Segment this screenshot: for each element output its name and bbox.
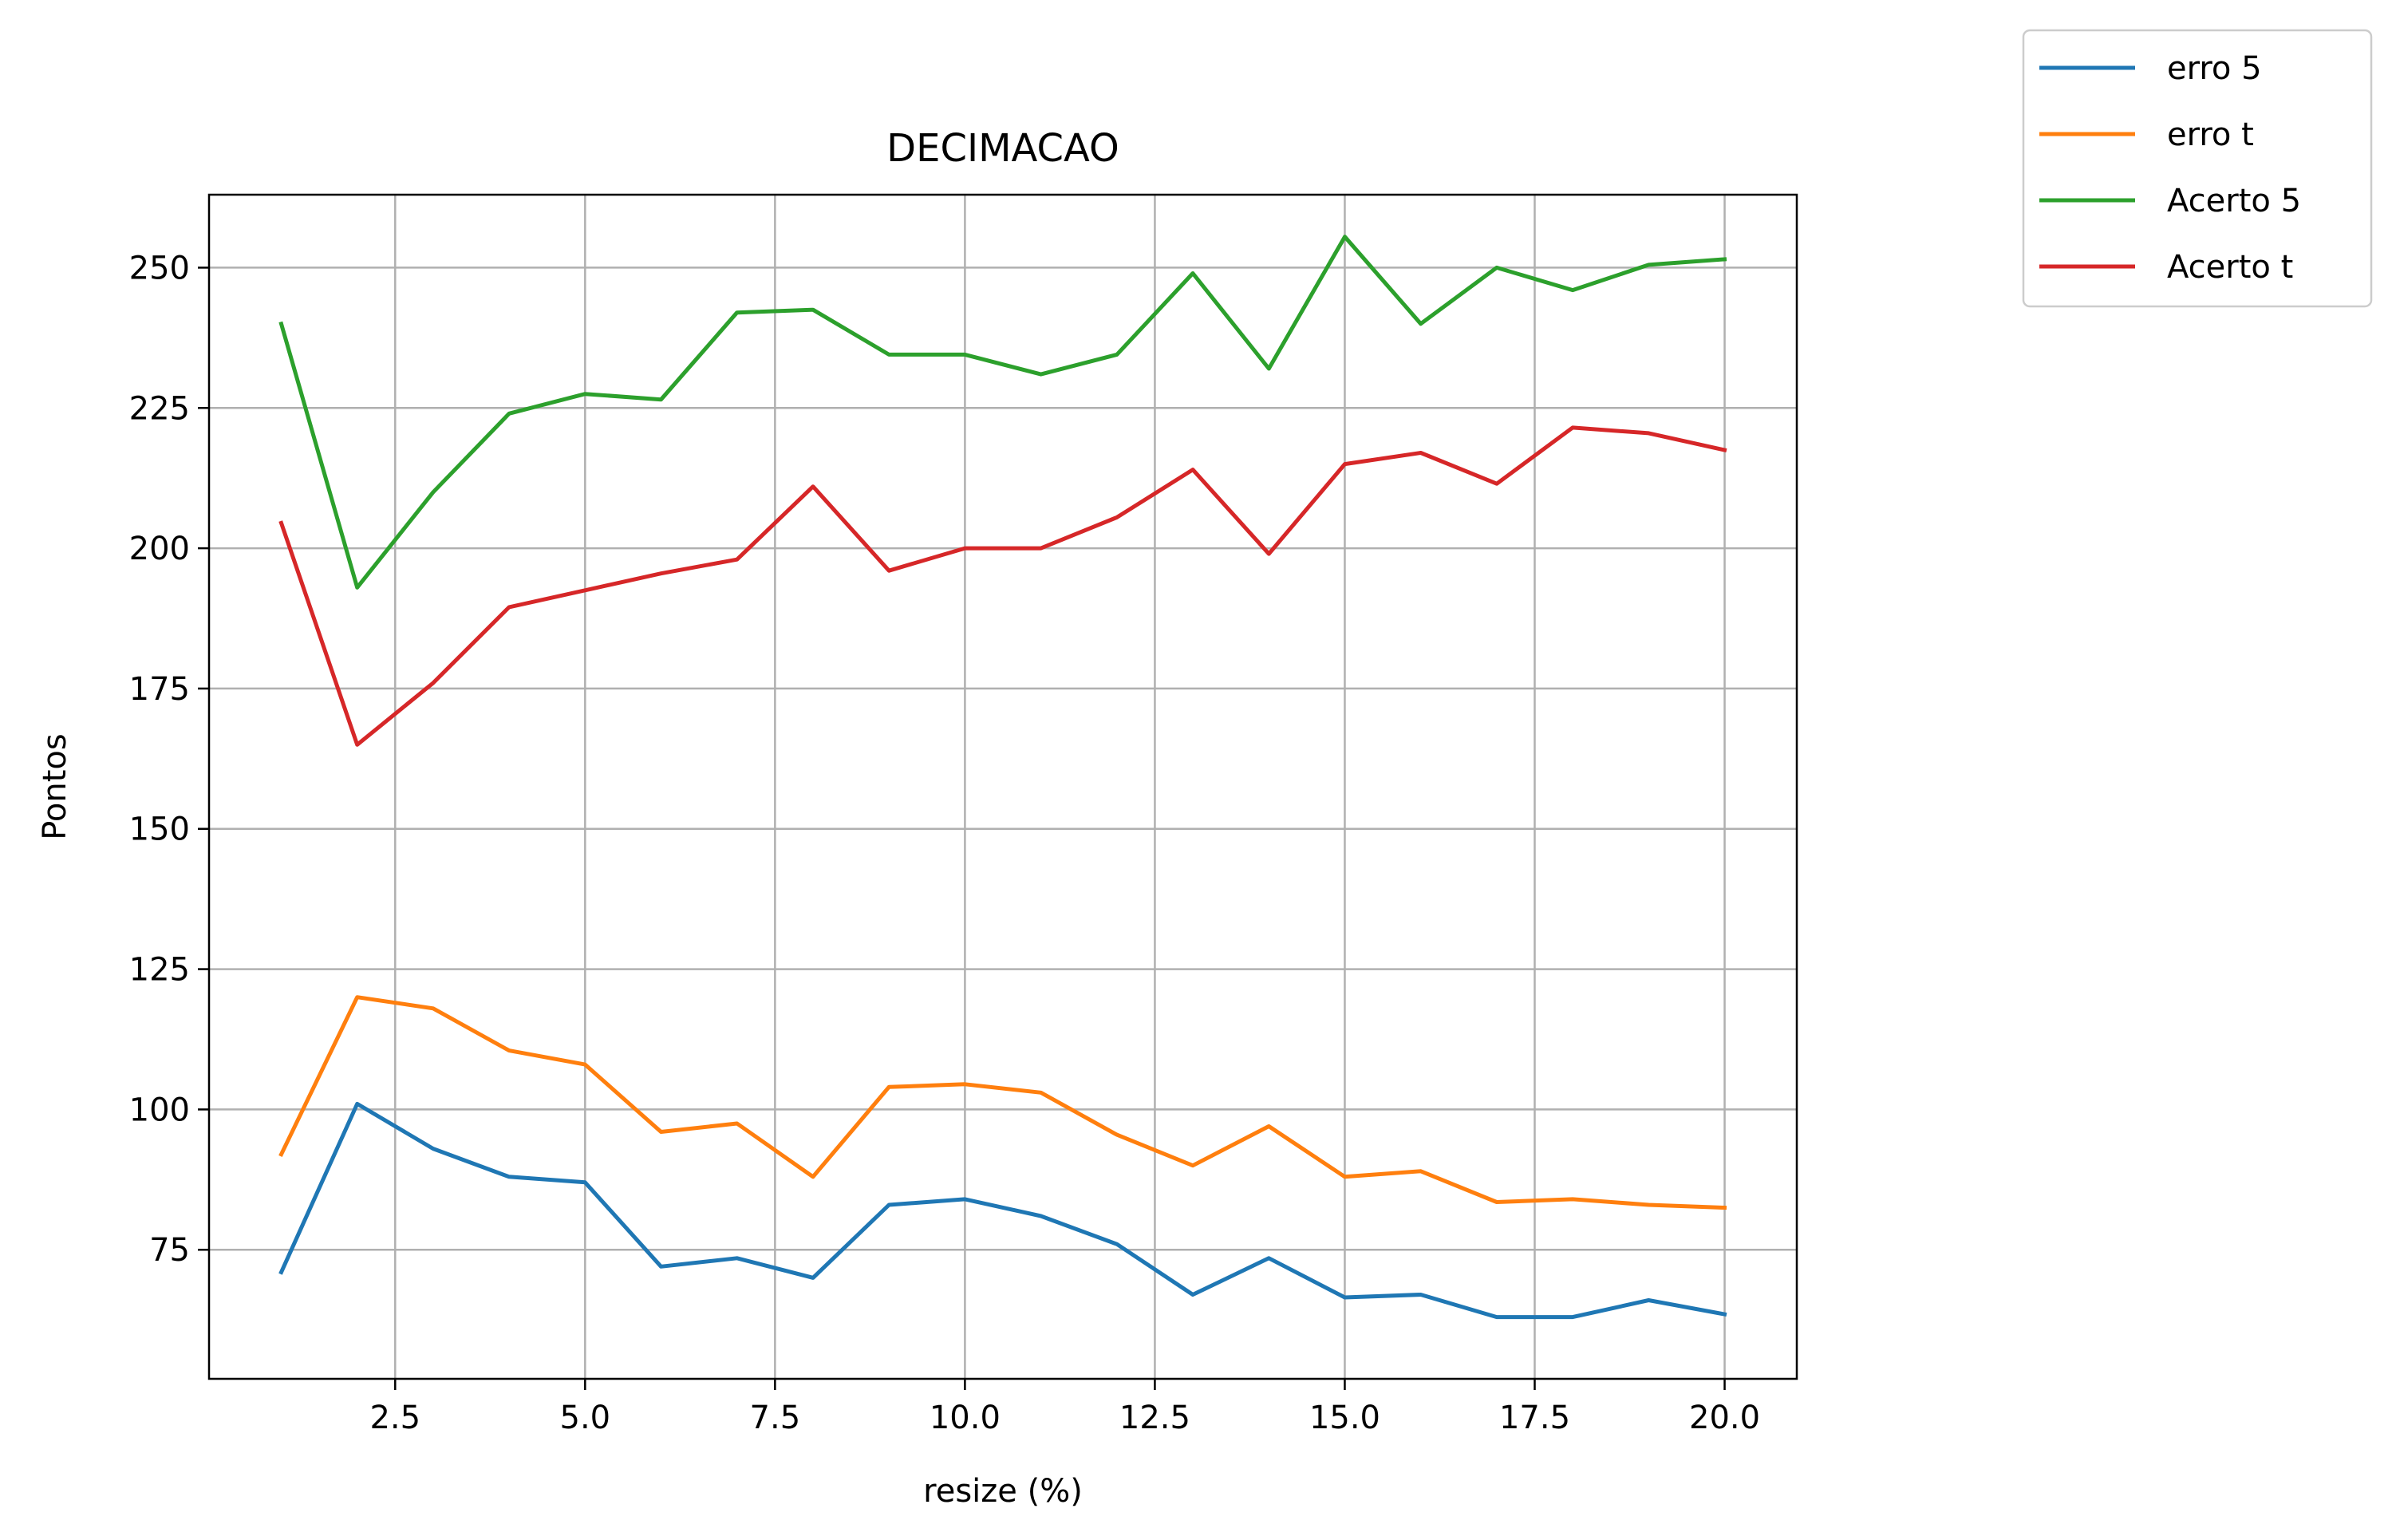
y-tick-label: 125: [129, 952, 190, 989]
legend-label-erro-t: erro t: [2167, 116, 2254, 153]
x-tick-label: 5.0: [560, 1400, 611, 1436]
x-tick-label: 7.5: [750, 1400, 801, 1436]
x-tick-label: 10.0: [930, 1400, 1001, 1436]
y-tick-label: 250: [129, 250, 190, 286]
legend-label-erro-5: erro 5: [2167, 50, 2262, 87]
y-tick-label: 200: [129, 531, 190, 567]
legend: erro 5 erro t Acerto 5 Acerto t: [2022, 29, 2373, 308]
y-tick-label: 175: [129, 671, 190, 708]
plot-frame: [207, 193, 1798, 1380]
y-tick-label: 225: [129, 390, 190, 427]
x-tick-label: 2.5: [369, 1400, 420, 1436]
series-lines: [278, 235, 1727, 1320]
x-tick-label: 12.5: [1119, 1400, 1190, 1436]
series-line-acerto-5: [278, 235, 1727, 590]
series-line-erro-5: [278, 1101, 1727, 1320]
chart-title: DECIMACAO: [886, 126, 1119, 171]
series-line-erro-t: [278, 995, 1727, 1210]
y-tick-label: 75: [149, 1232, 190, 1269]
legend-box: [2022, 29, 2373, 308]
series-line-acerto-t: [278, 425, 1727, 747]
y-tick-label: 150: [129, 811, 190, 848]
legend-label-acerto-5: Acerto 5: [2167, 183, 2301, 219]
x-tick-label: 17.5: [1499, 1400, 1570, 1436]
x-axis-title: resize (%): [923, 1473, 1083, 1510]
y-tick-label: 100: [129, 1092, 190, 1128]
x-tick-label: 15.0: [1309, 1400, 1380, 1436]
x-tick-label: 20.0: [1689, 1400, 1760, 1436]
legend-label-acerto-t: Acerto t: [2167, 249, 2293, 286]
y-axis-title: Pontos: [37, 733, 73, 840]
axis-ticks: [198, 267, 1726, 1390]
axis-tick-labels: 2.5 5.0 7.5 10.0 12.5 15.0 17.5 20.0 75 100 125 150…: [129, 250, 1760, 1436]
